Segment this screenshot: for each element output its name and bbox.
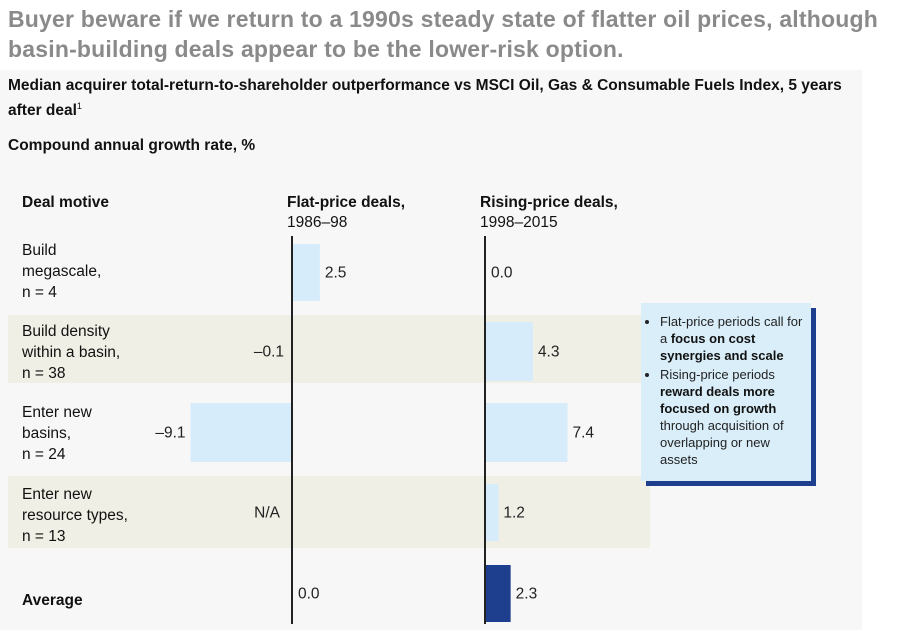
data-label: –0.1 [254, 344, 284, 361]
data-label: 4.3 [538, 344, 560, 361]
note-text: Flat-price periods call for a [660, 314, 803, 346]
row-header-label: Deal motive [22, 194, 110, 211]
data-label: 0.0 [491, 265, 513, 282]
note-box: Flat-price periods call for a focus on c… [641, 303, 811, 481]
row-label-line: resource types, [22, 507, 128, 524]
row-label-line: within a basin, [22, 344, 121, 361]
bar [190, 403, 292, 462]
row-label-line: Enter new [22, 486, 92, 503]
flat-price-title: Flat-price deals, [287, 194, 406, 211]
subtitle-text: Median acquirer total-return-to-sharehol… [8, 77, 842, 119]
rising-price-title: Rising-price deals, [480, 194, 618, 211]
row-label-new-basins: Enter new basins, n = 24 [22, 402, 92, 465]
bar [485, 403, 568, 462]
row-label-line: n = 4 [22, 284, 57, 301]
data-label: 7.4 [573, 425, 595, 442]
row-band [8, 315, 650, 383]
note-item-flat: Flat-price periods call for a focus on c… [660, 313, 803, 364]
note-emphasis: focus on cost synergies and scale [660, 331, 784, 363]
bar [292, 244, 320, 301]
row-label-line: Build [22, 242, 57, 259]
rising-price-header: Rising-price deals, 1998–2015 [480, 193, 618, 233]
row-label-line: basins, [22, 425, 72, 442]
note-text: through acquisition of overlapping or ne… [660, 418, 784, 467]
row-label-average: Average [22, 590, 83, 611]
data-label: 2.3 [516, 586, 538, 603]
headline: Buyer beware if we return to a 1990s ste… [8, 6, 879, 62]
bar [485, 484, 499, 541]
flat-price-period: 1986–98 [287, 214, 348, 231]
data-label: N/A [254, 505, 281, 522]
data-label: 0.0 [298, 586, 320, 603]
rising-price-period: 1998–2015 [480, 214, 558, 231]
flat-price-header: Flat-price deals, 1986–98 [287, 193, 405, 233]
row-label-line: Build density [22, 323, 110, 340]
row-label-line: n = 38 [22, 365, 66, 382]
row-label-line: Average [22, 592, 83, 609]
chart-subtitle: Median acquirer total-return-to-sharehol… [8, 76, 858, 121]
footnote-mark: 1 [76, 101, 82, 111]
data-label: 1.2 [503, 505, 525, 522]
note-text: Rising-price periods [660, 367, 775, 382]
bar [485, 322, 533, 381]
row-header: Deal motive [22, 193, 109, 213]
unit-label: Compound annual growth rate, % [8, 137, 256, 154]
row-label-line: megascale, [22, 263, 102, 280]
row-label-density: Build density within a basin, n = 38 [22, 321, 120, 384]
note-item-rising: Rising-price periods reward deals more f… [660, 366, 803, 468]
bar [485, 565, 511, 622]
row-label-line: Enter new [22, 404, 92, 421]
row-label-line: n = 13 [22, 528, 66, 545]
row-label-line: n = 24 [22, 446, 66, 463]
data-label: 2.5 [325, 265, 347, 282]
data-label: –9.1 [155, 425, 185, 442]
row-label-megascale: Build megascale, n = 4 [22, 240, 101, 303]
row-label-new-resources: Enter new resource types, n = 13 [22, 484, 128, 547]
note-emphasis: reward deals more focused on growth [660, 384, 777, 416]
row-band [8, 476, 650, 548]
